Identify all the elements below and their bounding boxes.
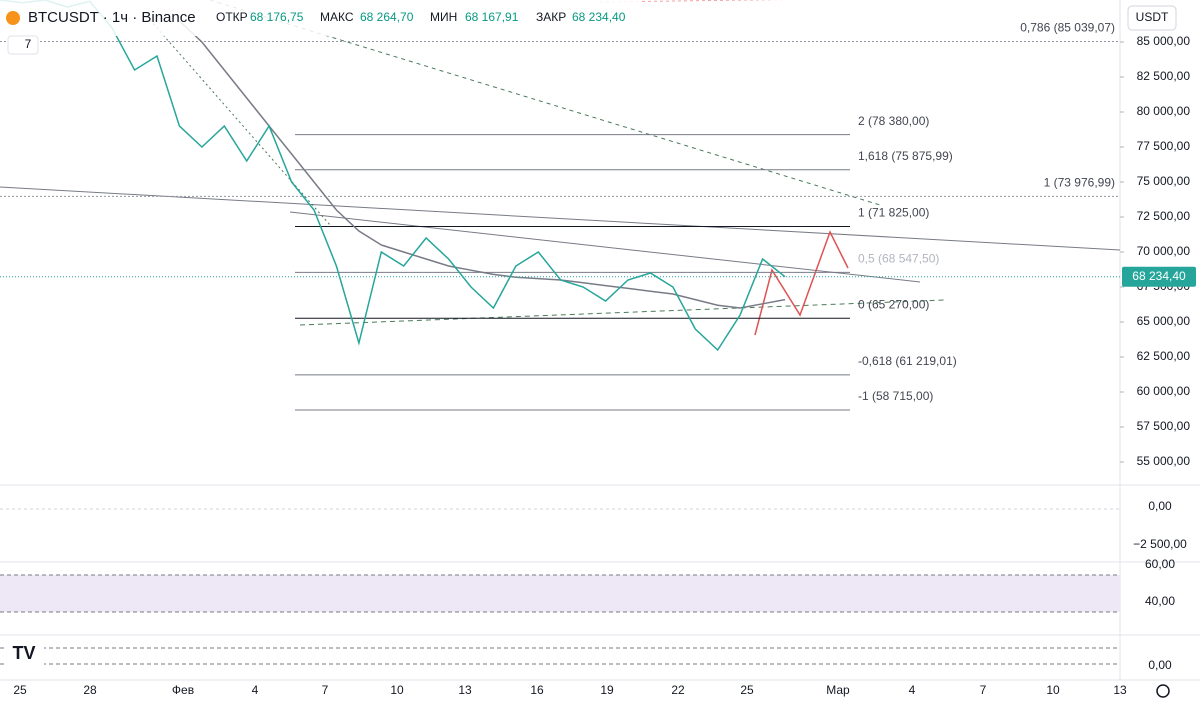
time-tick-label: 19 bbox=[600, 683, 614, 697]
time-tick-label: Мар bbox=[826, 683, 850, 697]
indicator-tick-label: 0,00 bbox=[1148, 658, 1172, 672]
time-tick-label: 16 bbox=[530, 683, 544, 697]
trend-line bbox=[149, 19, 331, 226]
price-line bbox=[0, 0, 786, 352]
close-label: ЗАКР bbox=[536, 10, 566, 24]
low-label: МИН bbox=[430, 10, 457, 24]
fib-label: 0 (65 270,00) bbox=[858, 297, 929, 311]
low-value: 68 167,91 bbox=[465, 10, 519, 24]
time-tick-label: 4 bbox=[252, 683, 259, 697]
time-tick-label: 22 bbox=[671, 683, 685, 697]
indicator-tick-label: 0,00 bbox=[1148, 499, 1172, 513]
time-tick-label: 10 bbox=[390, 683, 404, 697]
price-tick-label: 75 000,00 bbox=[1137, 174, 1191, 188]
price-tick-label: 85 000,00 bbox=[1137, 34, 1191, 48]
last-price-label: 68 234,40 bbox=[1132, 269, 1186, 283]
price-tick-label: 80 000,00 bbox=[1137, 104, 1191, 118]
price-tick-label: 57 500,00 bbox=[1137, 419, 1191, 433]
currency-button[interactable] bbox=[1127, 5, 1177, 31]
time-tick-label: 13 bbox=[458, 683, 472, 697]
time-tick-label: 25 bbox=[13, 683, 27, 697]
last-price-tag bbox=[1122, 266, 1196, 287]
rsi-band bbox=[0, 575, 1120, 612]
indicator-tick-label: 40,00 bbox=[1145, 594, 1175, 608]
price-tick-label: 82 500,00 bbox=[1137, 69, 1191, 83]
moving-average bbox=[178, 20, 786, 309]
price-tick-label: 60 000,00 bbox=[1137, 384, 1191, 398]
close-value: 68 234,40 bbox=[572, 10, 626, 24]
header-bg bbox=[0, 0, 640, 36]
time-tick-label: 13 bbox=[1113, 683, 1127, 697]
high-value: 68 264,70 bbox=[360, 10, 414, 24]
trend-line bbox=[0, 186, 1121, 251]
high-label: МАКС bbox=[320, 10, 354, 24]
trend-line bbox=[599, 0, 786, 3]
tv-logo: TV bbox=[12, 643, 35, 663]
indicator-tick-label: −2 500,00 bbox=[1133, 537, 1187, 551]
price-tick-label: 72 500,00 bbox=[1137, 209, 1191, 223]
open-value: 68 176,75 bbox=[250, 10, 304, 24]
time-tick-label: 4 bbox=[909, 683, 916, 697]
fib-label: 0,786 (85 039,07) bbox=[1020, 21, 1115, 35]
logo-bg bbox=[4, 640, 44, 668]
fib-label: -1 (58 715,00) bbox=[858, 389, 933, 403]
symbol-logo bbox=[6, 11, 20, 25]
fib-label: -0,618 (61 219,01) bbox=[858, 354, 957, 368]
fib-label: 2 (78 380,00) bbox=[858, 114, 929, 128]
time-tick-label: Фев bbox=[172, 683, 194, 697]
indicator-count: 7 bbox=[25, 37, 32, 51]
open-label: ОТКР bbox=[216, 10, 248, 24]
fib-label: 1,618 (75 875,99) bbox=[858, 149, 953, 163]
symbol[interactable]: BTCUSDT · 1ч · Binance bbox=[28, 9, 196, 26]
price-tick-label: 55 000,00 bbox=[1137, 454, 1191, 468]
time-tick-label: 10 bbox=[1046, 683, 1060, 697]
settings-icon[interactable] bbox=[1156, 684, 1170, 698]
indicators-toggle[interactable] bbox=[7, 35, 39, 55]
indicator-tick-label: 60,00 bbox=[1145, 557, 1175, 571]
fib-label: 1 (73 976,99) bbox=[1044, 175, 1115, 189]
time-tick-label: 7 bbox=[980, 683, 987, 697]
time-tick-label: 25 bbox=[740, 683, 754, 697]
fib-label: 0,5 (68 547,50) bbox=[858, 252, 939, 266]
projection-arrow bbox=[754, 230, 849, 336]
time-tick-label: 28 bbox=[83, 683, 97, 697]
price-tick-label: 77 500,00 bbox=[1137, 139, 1191, 153]
time-tick-label: 7 bbox=[322, 683, 329, 697]
fib-label: 1 (71 825,00) bbox=[858, 206, 929, 220]
currency: USDT bbox=[1136, 10, 1169, 24]
price-tick-label: 62 500,00 bbox=[1137, 349, 1191, 363]
price-tick-label: 70 000,00 bbox=[1137, 244, 1191, 258]
price-tick-label: 65 000,00 bbox=[1137, 314, 1191, 328]
trend-line bbox=[289, 211, 921, 283]
